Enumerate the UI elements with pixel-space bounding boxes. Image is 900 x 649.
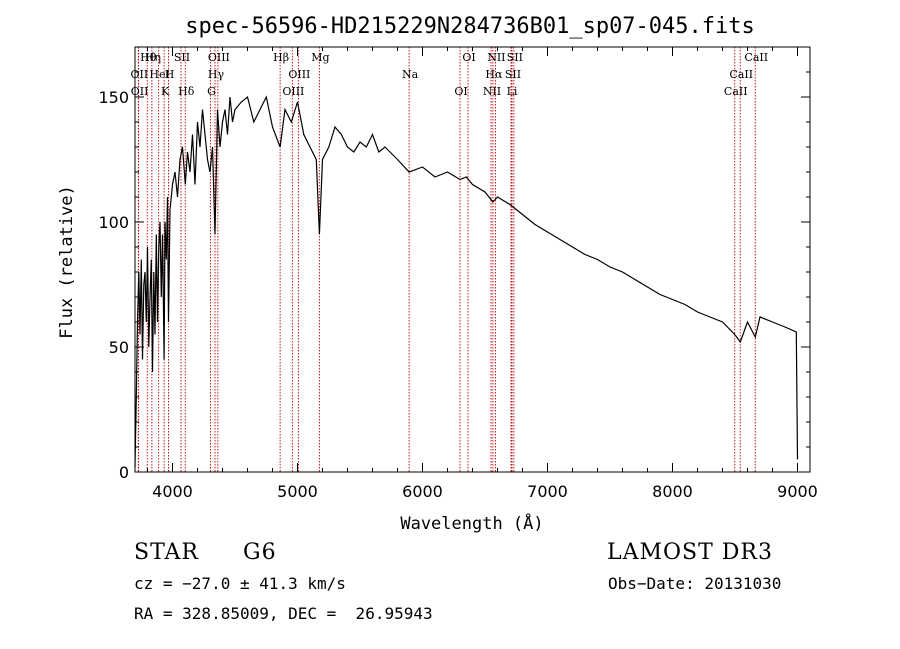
- line-marker-label: OII: [131, 85, 149, 98]
- chart-title: spec-56596-HD215229N284736B01_sp07-045.f…: [185, 14, 755, 39]
- line-marker-label: K: [161, 85, 170, 98]
- line-marker-label: OIII: [208, 51, 230, 64]
- line-marker-label: OIII: [288, 68, 310, 81]
- line-marker-label: Hα: [485, 68, 503, 81]
- observation-date: Obs−Date: 20131030: [608, 574, 782, 593]
- line-marker-label: NII: [487, 51, 505, 64]
- x-axis-ticks: 4000 5000 6000 7000 8000 9000: [147, 47, 818, 501]
- x-tick-label: 8000: [652, 482, 693, 501]
- x-tick-label: 5000: [277, 482, 318, 501]
- line-marker-label: Hγ: [208, 68, 225, 81]
- y-tick-label: 150: [98, 88, 129, 107]
- line-marker-label: Hθ: [140, 51, 157, 64]
- line-marker-label: Na: [402, 68, 419, 81]
- line-marker-label: Mg: [311, 51, 329, 64]
- line-marker-label: HeI: [149, 68, 169, 81]
- object-subclass: G6: [243, 540, 277, 565]
- x-tick-label: 4000: [152, 482, 193, 501]
- line-marker-label: SII: [174, 51, 190, 64]
- y-tick-label: 100: [98, 213, 129, 232]
- redshift-velocity: cz = −27.0 ± 41.3 km/s: [134, 574, 346, 593]
- y-axis-ticks: 0 50 100 150: [98, 71, 810, 482]
- line-marker-label: SII: [505, 68, 521, 81]
- x-tick-label: 6000: [402, 482, 443, 501]
- line-marker-label: Li: [507, 85, 518, 98]
- line-marker-label: Hδ: [178, 85, 195, 98]
- line-marker-label: OII: [131, 68, 149, 81]
- y-tick-label: 0: [119, 463, 129, 482]
- line-marker-label: NII: [483, 85, 501, 98]
- line-marker-label: CaII: [744, 51, 768, 64]
- coordinates: RA = 328.85009, DEC = 26.95943: [134, 604, 433, 623]
- plot-frame: [134, 46, 811, 473]
- line-marker-label: OI: [462, 51, 475, 64]
- line-marker-label: CaII: [729, 68, 753, 81]
- y-axis-label: Flux (relative): [57, 185, 77, 339]
- x-tick-label: 9000: [777, 482, 818, 501]
- line-marker-label: OIII: [282, 85, 304, 98]
- line-marker-label: CaII: [724, 85, 748, 98]
- line-marker-label: SII: [507, 51, 523, 64]
- line-marker-label: Hη: [145, 51, 161, 64]
- spectrum-line: [134, 95, 799, 468]
- object-class: STAR: [134, 540, 199, 565]
- line-marker-label: H: [165, 68, 175, 81]
- line-marker-label: G: [207, 85, 216, 98]
- line-marker-label: Hβ: [273, 51, 289, 64]
- line-marker-label: OI: [454, 85, 467, 98]
- survey-name: LAMOST DR3: [607, 540, 773, 565]
- line-marker-labels: HθOIIOIIHηHeIKSIIHHδOIIIHγGHβOIIIOIIIMgN…: [131, 51, 769, 98]
- line-markers: [137, 47, 756, 472]
- y-tick-label: 50: [109, 338, 129, 357]
- x-axis-label: Wavelength (Å): [400, 512, 543, 534]
- x-tick-label: 7000: [527, 482, 568, 501]
